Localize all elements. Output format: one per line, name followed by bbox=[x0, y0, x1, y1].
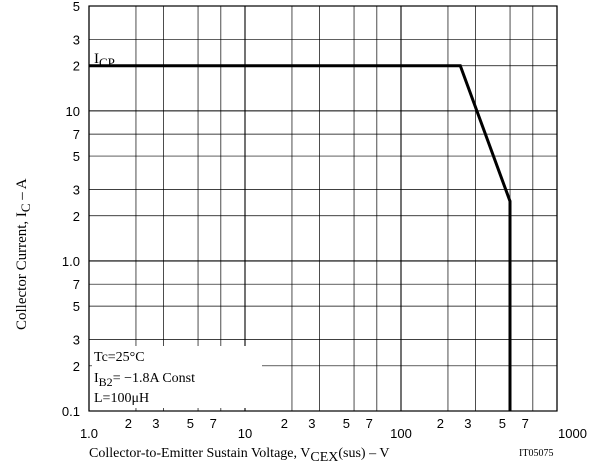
x-tick-label: 5 bbox=[343, 416, 350, 431]
x-tick-label: 7 bbox=[210, 416, 217, 431]
curve-label-icp: ICP bbox=[94, 51, 115, 70]
x-tick-label: 2 bbox=[281, 416, 288, 431]
soa-curve bbox=[89, 64, 512, 411]
y-tick-label: 10 bbox=[66, 104, 80, 119]
y-tick-label: 3 bbox=[73, 332, 80, 347]
x-tick-label: 7 bbox=[366, 416, 373, 431]
y-tick-label: 2 bbox=[73, 359, 80, 374]
x-tick-label: 7 bbox=[522, 416, 529, 431]
x-tick-label: 5 bbox=[499, 416, 506, 431]
x-tick-label: 3 bbox=[464, 416, 471, 431]
plot-frame bbox=[88, 5, 558, 412]
conditions-background bbox=[92, 346, 262, 408]
x-tick-labels: 1.0 2 3 5 7 10 2 3 5 7 100 2 3 5 7 1000 bbox=[80, 416, 587, 441]
condition-inductance: L=100μH bbox=[94, 391, 149, 406]
y-tick-label: 5 bbox=[73, 0, 80, 14]
y-tick-label: 0.1 bbox=[62, 404, 80, 419]
x-tick-label: 2 bbox=[125, 416, 132, 431]
y-tick-label: 5 bbox=[73, 149, 80, 164]
y-tick-label: 7 bbox=[73, 127, 80, 142]
x-axis-label: Collector-to-Emitter Sustain Voltage, VC… bbox=[89, 446, 389, 465]
condition-base-current: IB2= −1.8A Const bbox=[94, 371, 195, 389]
y-tick-label: 7 bbox=[73, 277, 80, 292]
y-axis-label: Collector Current, IC – A bbox=[14, 178, 33, 330]
x-tick-label: 3 bbox=[308, 416, 315, 431]
x-tick-label: 10 bbox=[238, 426, 252, 441]
figure-code: IT05075 bbox=[519, 448, 553, 459]
series bbox=[89, 64, 512, 411]
x-tick-label: 3 bbox=[152, 416, 159, 431]
x-tick-label: 2 bbox=[437, 416, 444, 431]
x-tick-label: 1.0 bbox=[80, 426, 98, 441]
y-tick-label: 2 bbox=[73, 209, 80, 224]
y-tick-label: 2 bbox=[73, 59, 80, 74]
y-tick-label: 1.0 bbox=[62, 254, 80, 269]
x-tick-label: 100 bbox=[390, 426, 412, 441]
y-tick-label: 3 bbox=[73, 182, 80, 197]
y-tick-label: 5 bbox=[73, 299, 80, 314]
x-tick-label: 1000 bbox=[558, 426, 587, 441]
x-tick-label: 5 bbox=[187, 416, 194, 431]
y-tick-label: 3 bbox=[73, 32, 80, 47]
condition-temperature: Tc=25°C bbox=[94, 350, 145, 365]
conditions-box: Tc=25°C IB2= −1.8A Const L=100μH bbox=[92, 346, 262, 408]
y-tick-labels: 0.1 2 3 5 7 1.0 2 3 5 7 10 2 3 5 bbox=[62, 0, 80, 419]
